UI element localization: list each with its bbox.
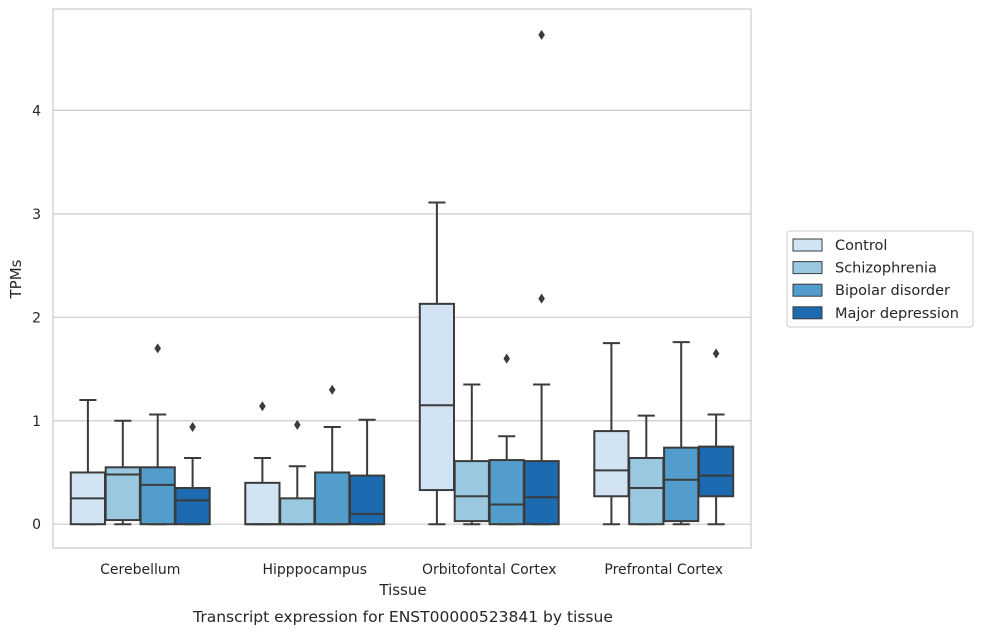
box-0-0 [69,399,107,526]
box-iqr [523,460,560,526]
legend-label-1: Schizophrenia [835,261,937,277]
box-iqr [314,471,351,526]
box-iqr [174,486,211,526]
box-1-0 [244,401,281,526]
x-axis-title: Tissue [378,581,426,599]
box-iqr [244,481,281,526]
box-iqr [418,302,456,492]
y-tick-label-1: 1 [32,414,41,430]
legend-label-3: Major depression [835,306,959,322]
y-tick-label-4: 4 [32,103,41,119]
x-tick-label-1: Hipppocampus [262,562,367,578]
box-3-0 [593,342,630,526]
box-iqr [104,466,141,522]
legend-label-0: Control [835,238,887,254]
chart-caption: Transcript expression for ENST0000052384… [192,608,613,626]
y-tick-label-3: 3 [32,207,41,223]
outlier-point-0 [712,348,720,359]
outlier-point-0 [538,293,545,304]
y-tick-labels: 0 1 2 3 4 [32,103,41,533]
box-iqr [593,430,630,498]
box-0-2 [139,343,176,526]
box-iqr [488,459,525,526]
box-1-3 [348,418,386,526]
box-3-1 [628,414,665,526]
y-tick-label-0: 0 [32,517,41,533]
y-axis-title: TPMs [7,259,25,299]
outlier-point-0 [294,419,301,430]
box-iqr [348,474,386,526]
box-2-2 [488,353,525,526]
box-1-2 [314,384,351,526]
legend-swatch-2 [792,283,823,297]
box-2-0 [418,201,456,526]
box-0-3 [174,421,211,526]
x-tick-label-3: Prefrontal Cortex [604,562,723,578]
box-2-3 [523,29,560,526]
box-iqr [279,497,316,526]
legend-frame [786,230,974,328]
legend-swatch-0 [792,238,823,252]
x-tick-label-2: Orbitofontal Cortex [422,562,557,578]
box-iqr [663,446,700,523]
plot-frame [52,8,752,549]
boxes [69,29,735,526]
box-3-3 [697,348,735,526]
legend-swatch-3 [792,306,823,320]
legend: Control Schizophrenia Bipolar disorder Majo… [786,230,974,328]
outlier-point-0 [259,401,266,412]
box-0-1 [104,419,141,526]
box-iqr [453,460,490,523]
box-1-1 [279,419,316,526]
x-tick-labels: Cerebellum Hipppocampus Orbitofontal Corte… [100,562,723,578]
outlier-point-1 [538,29,545,40]
box-iqr [628,456,665,526]
legend-label-2: Bipolar disorder [835,283,950,299]
outlier-point-0 [154,343,161,354]
y-tick-label-2: 2 [32,310,41,326]
box-2-1 [453,383,490,526]
outlier-point-0 [189,421,196,432]
outlier-point-0 [328,384,336,395]
x-tick-label-0: Cerebellum [100,562,180,578]
outlier-point-0 [503,353,510,364]
box-3-2 [663,341,700,526]
legend-swatch-1 [792,261,823,275]
box-iqr [697,445,735,498]
box-iqr [139,466,176,526]
